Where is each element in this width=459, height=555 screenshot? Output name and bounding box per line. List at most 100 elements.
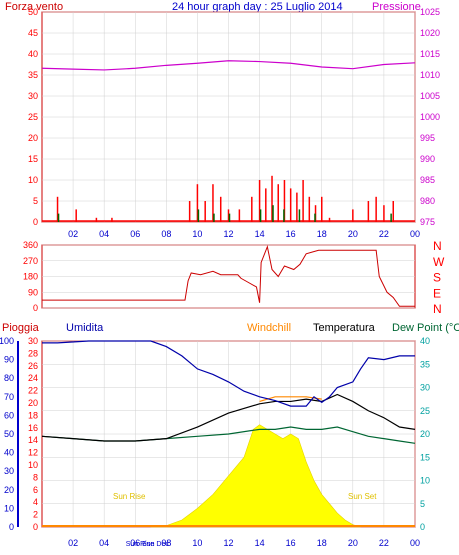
direction-line [42, 245, 415, 307]
direction-y-tick: 90 [28, 287, 38, 297]
wind-y-tick: 5 [33, 196, 38, 206]
rain-y-tick: 28 [28, 348, 38, 358]
wind-x-tick: 00 [410, 229, 420, 239]
rain-y-tick: 18 [28, 410, 38, 420]
humidity-y-tick: 0 [9, 522, 14, 532]
temp-x-tick: 10 [192, 538, 202, 548]
pressure-y-tick: 1015 [420, 49, 440, 59]
rain-y-tick: 0 [33, 522, 38, 532]
temp-x-tick: 20 [348, 538, 358, 548]
wind-x-tick: 22 [379, 229, 389, 239]
wind-y-tick: 40 [28, 49, 38, 59]
temperature-label: Temperatura [313, 322, 376, 334]
pressure-y-tick: 1005 [420, 91, 440, 101]
compass-label: S [433, 271, 441, 285]
temp-x-tick: 04 [99, 538, 109, 548]
compass-label: W [433, 255, 445, 269]
wind-x-tick: 10 [192, 229, 202, 239]
sunrise-annotation: Sun Rise [113, 492, 146, 501]
rain-y-tick: 12 [28, 448, 38, 458]
rain-y-tick: 26 [28, 361, 38, 371]
temp-y-tick: 10 [420, 476, 430, 486]
temp-y-tick: 5 [420, 499, 425, 509]
humidity-y-tick: 20 [4, 485, 14, 495]
wind-x-tick: 16 [286, 229, 296, 239]
temp-y-tick: 15 [420, 452, 430, 462]
windchill-line [259, 396, 322, 403]
windchill-label: Windchill [247, 322, 291, 334]
rain-y-tick: 30 [28, 336, 38, 346]
temp-x-tick: 12 [223, 538, 233, 548]
humidity-y-tick: 50 [4, 429, 14, 439]
pressure-y-tick: 1000 [420, 112, 440, 122]
wind-y-tick: 0 [33, 217, 38, 227]
humidity-y-tick: 90 [4, 355, 14, 365]
temp-y-tick: 20 [420, 429, 430, 439]
temp-x-tick: 16 [286, 538, 296, 548]
temp-y-tick: 35 [420, 359, 430, 369]
rain-y-tick: 4 [33, 497, 38, 507]
pressure-y-tick: 995 [420, 133, 435, 143]
temp-x-tick: 00 [410, 538, 420, 548]
rain-label: Pioggia [2, 322, 40, 334]
rain-y-tick: 10 [28, 460, 38, 470]
temp-y-tick: 30 [420, 383, 430, 393]
temp-x-tick: 08 [161, 538, 171, 548]
temp-x-tick: 06 [130, 538, 140, 548]
wind-y-tick: 25 [28, 112, 38, 122]
pressure-y-tick: 985 [420, 175, 435, 185]
rain-y-tick: 20 [28, 398, 38, 408]
rain-y-tick: 24 [28, 373, 38, 383]
rain-y-tick: 22 [28, 386, 38, 396]
series-layer [41, 60, 416, 528]
rain-y-tick: 2 [33, 510, 38, 520]
direction-y-tick: 0 [33, 303, 38, 313]
rain-y-tick: 16 [28, 423, 38, 433]
humidity-label: Umidita [66, 322, 104, 334]
humidity-y-tick: 100 [0, 336, 14, 346]
pressure-y-tick: 980 [420, 196, 435, 206]
dewpoint-label: Dew Point (°C [392, 322, 459, 334]
humidity-y-tick: 30 [4, 466, 14, 476]
humidity-y-tick: 60 [4, 410, 14, 420]
wind-x-tick: 20 [348, 229, 358, 239]
pressure-y-tick: 1020 [420, 28, 440, 38]
rain-y-tick: 6 [33, 485, 38, 495]
sunset-annotation: Sun Set [348, 492, 377, 501]
grid-lines [42, 11, 416, 528]
direction-y-tick: 270 [23, 256, 38, 266]
temp-x-tick: 02 [68, 538, 78, 548]
temp-y-tick: 0 [420, 522, 425, 532]
humidity-line [42, 340, 415, 407]
humidity-y-tick: 10 [4, 503, 14, 513]
pressure-y-tick: 990 [420, 154, 435, 164]
pressure-y-tick: 975 [420, 217, 435, 227]
compass-label: E [433, 286, 441, 300]
humidity-y-tick: 70 [4, 392, 14, 402]
sundec-x-label: Sun Dec [142, 541, 169, 548]
pressure-line [41, 60, 416, 71]
axis-labels: 0510152025303540455097598098599099510001… [0, 7, 445, 548]
humidity-y-tick: 40 [4, 448, 14, 458]
wind-y-tick: 15 [28, 154, 38, 164]
sunrise-x-label: Sun Rise [126, 541, 155, 548]
pressure-y-tick: 1010 [420, 70, 440, 80]
solar-area [150, 424, 361, 528]
rain-y-tick: 14 [28, 435, 38, 445]
temp-y-tick: 40 [420, 336, 430, 346]
wind-x-tick: 12 [223, 229, 233, 239]
wind-y-tick: 20 [28, 133, 38, 143]
wind-x-tick: 06 [130, 229, 140, 239]
pressure-title: Pressione [372, 1, 421, 13]
direction-y-tick: 180 [23, 272, 38, 282]
wind-y-tick: 35 [28, 70, 38, 80]
temp-x-tick: 22 [379, 538, 389, 548]
pressure-y-tick: 1025 [420, 7, 440, 17]
compass-label: N [433, 302, 442, 316]
wind-title: Forza vento [5, 1, 63, 13]
wind-y-tick: 30 [28, 91, 38, 101]
temp-y-tick: 25 [420, 406, 430, 416]
wind-x-tick: 02 [68, 229, 78, 239]
